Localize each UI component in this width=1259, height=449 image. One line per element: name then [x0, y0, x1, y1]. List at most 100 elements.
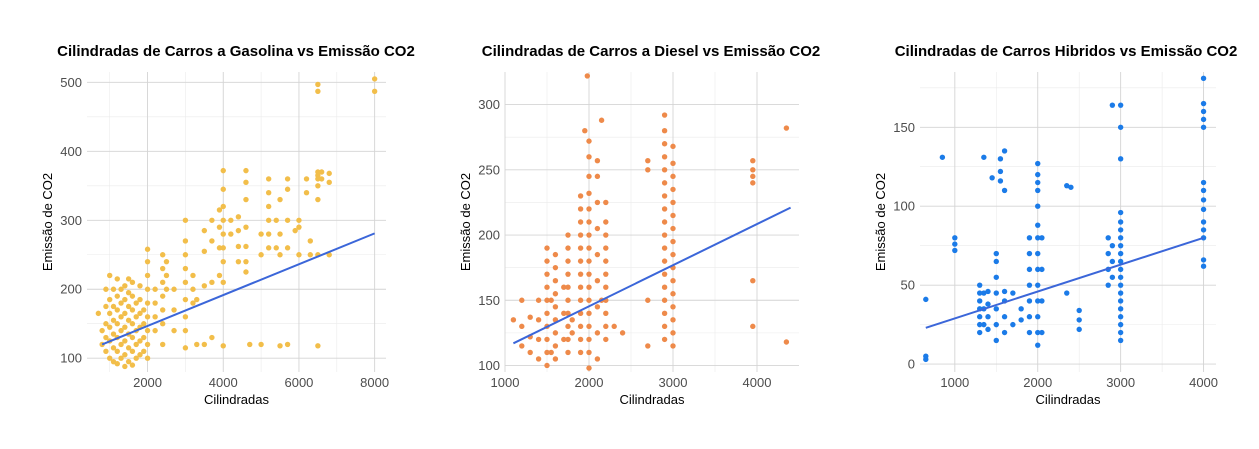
data-point	[277, 343, 283, 349]
data-point	[137, 352, 143, 358]
data-point	[118, 314, 124, 320]
data-point	[103, 334, 109, 341]
data-point	[670, 277, 676, 284]
y-tick-label: 400	[60, 144, 82, 159]
data-point	[661, 336, 668, 343]
data-point	[670, 160, 676, 167]
data-point	[544, 297, 550, 303]
data-point	[1200, 257, 1207, 263]
data-point	[171, 327, 177, 334]
data-point	[122, 324, 128, 330]
data-point	[976, 329, 983, 336]
data-point	[586, 349, 592, 356]
data-point	[586, 310, 592, 317]
data-point	[284, 341, 291, 348]
y-tick-label: 150	[893, 120, 915, 135]
data-point	[284, 245, 291, 251]
data-point	[182, 252, 189, 258]
data-point	[645, 297, 651, 303]
data-point	[1010, 290, 1016, 296]
data-point	[586, 232, 592, 238]
data-point	[1026, 235, 1033, 241]
data-point	[133, 314, 139, 320]
x-axis-label: Cilindradas	[204, 392, 270, 407]
data-point	[315, 183, 321, 189]
data-point	[1117, 102, 1124, 108]
data-point	[661, 323, 668, 330]
data-point	[163, 286, 170, 292]
data-point	[952, 235, 958, 241]
data-point	[1105, 282, 1111, 288]
data-point	[228, 217, 234, 223]
data-point	[103, 303, 109, 310]
chart-title: Cilindradas de Carros Hibridos vs Emissã…	[895, 43, 1238, 60]
data-point	[561, 310, 567, 317]
data-point	[1117, 337, 1124, 344]
data-point	[182, 279, 189, 286]
data-point	[535, 356, 542, 362]
data-point	[1026, 298, 1033, 304]
data-point	[993, 274, 999, 280]
data-point	[548, 297, 554, 303]
data-point	[603, 245, 609, 251]
data-point	[1200, 108, 1207, 115]
data-point	[661, 206, 668, 212]
data-point	[661, 258, 668, 264]
data-point	[110, 286, 117, 292]
data-point	[544, 271, 550, 277]
data-point	[670, 143, 676, 150]
data-point	[144, 246, 151, 252]
data-point	[201, 283, 208, 289]
data-point	[1117, 282, 1124, 288]
y-tick-label: 200	[478, 228, 500, 243]
data-point	[1035, 160, 1041, 167]
data-point	[122, 363, 128, 370]
data-point	[670, 291, 676, 297]
data-point	[535, 297, 542, 303]
y-tick-label: 300	[478, 97, 500, 112]
data-point	[577, 232, 584, 238]
data-point	[265, 189, 272, 196]
data-point	[114, 293, 120, 299]
data-point	[527, 314, 533, 320]
data-point	[586, 297, 592, 303]
data-point	[603, 284, 609, 290]
data-point	[122, 310, 128, 317]
data-point	[750, 277, 756, 284]
data-point	[661, 167, 668, 173]
y-tick-label: 300	[60, 213, 82, 228]
data-point	[565, 245, 571, 251]
data-point	[670, 330, 676, 336]
data-point	[110, 331, 117, 337]
data-point	[1035, 235, 1041, 241]
data-point	[577, 245, 584, 251]
data-point	[129, 348, 136, 355]
data-point	[1109, 274, 1116, 280]
data-point	[99, 327, 105, 334]
data-point	[182, 314, 189, 320]
data-point	[1035, 171, 1041, 178]
data-point	[552, 251, 559, 258]
data-point	[1035, 329, 1041, 336]
y-tick-label: 50	[901, 278, 915, 293]
data-point	[1035, 266, 1041, 273]
data-point	[209, 334, 215, 341]
x-tick-label: 3000	[659, 375, 688, 390]
data-point	[1200, 179, 1207, 186]
data-point	[107, 324, 113, 330]
data-point	[535, 336, 542, 343]
data-point	[661, 245, 668, 251]
x-tick-label: 2000	[1023, 375, 1052, 390]
data-point	[923, 353, 929, 359]
data-point	[110, 317, 117, 323]
data-point	[216, 272, 223, 279]
data-point	[561, 284, 567, 290]
data-point	[985, 314, 991, 320]
data-point	[137, 310, 143, 317]
data-point	[976, 282, 983, 288]
data-point	[582, 127, 588, 134]
data-point	[122, 296, 128, 303]
data-point	[152, 286, 158, 292]
data-point	[586, 154, 592, 160]
data-point	[182, 345, 189, 351]
